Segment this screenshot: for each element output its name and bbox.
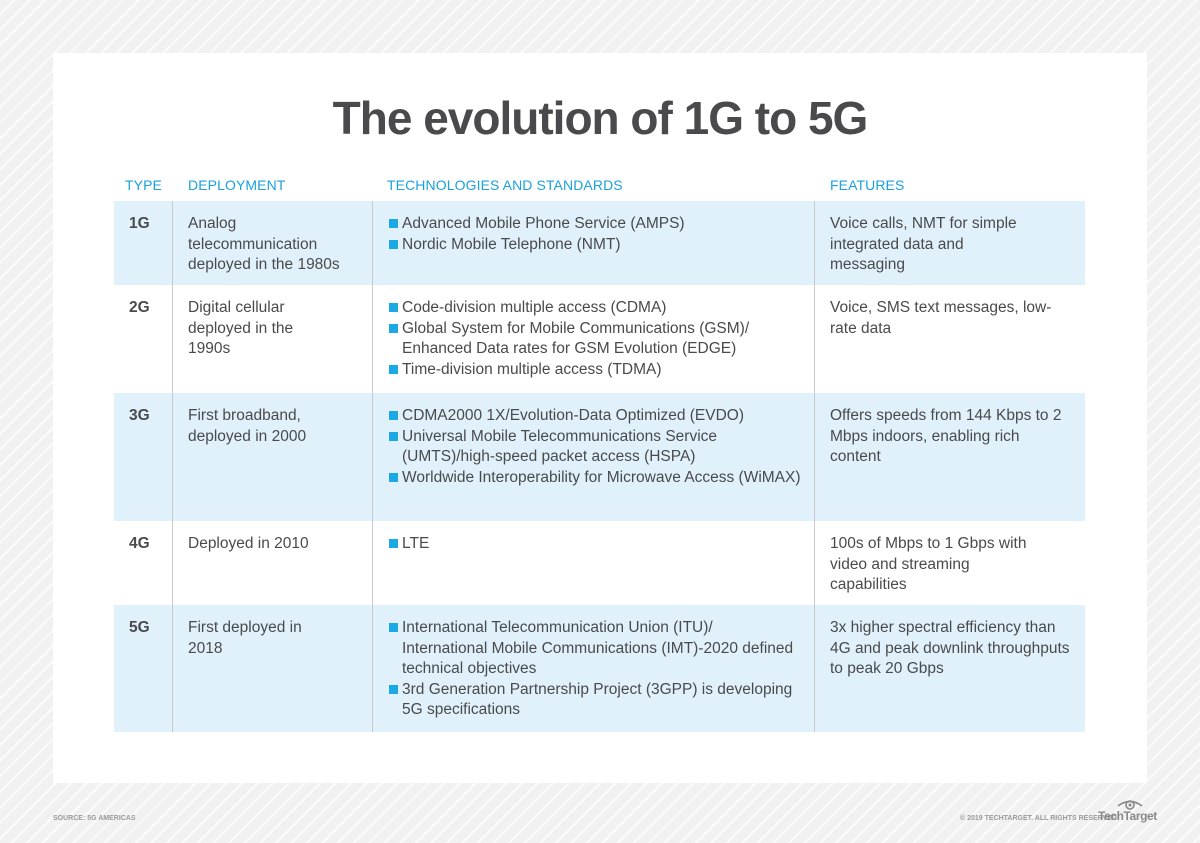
- row-deployment: Digital cellular deployed in the 1990s: [188, 299, 294, 357]
- technology-item: Nordic Mobile Telephone (NMT): [387, 235, 817, 256]
- column-divider: [814, 605, 815, 732]
- row-technologies: International Telecommunication Union (I…: [387, 618, 797, 721]
- bullet-square-icon: [389, 431, 398, 441]
- header-features: FEATURES: [830, 177, 905, 193]
- table-row-5g: 5G First deployed in 2018 International …: [114, 605, 1085, 732]
- row-deployment: First deployed in 2018: [188, 619, 302, 657]
- technology-item: Code-division multiple access (CDMA): [387, 298, 807, 319]
- row-technologies: CDMA2000 1X/Evolution-Data Optimized (EV…: [387, 406, 802, 488]
- bullet-square-icon: [389, 219, 398, 228]
- row-technologies: LTE: [387, 534, 817, 555]
- technology-item: LTE: [387, 534, 817, 555]
- column-divider: [814, 393, 815, 521]
- header-technologies: TECHNOLOGIES AND STANDARDS: [387, 177, 623, 193]
- bullet-square-icon: [389, 684, 398, 694]
- table-row-1g: 1G Analog telecommunication deployed in …: [114, 201, 1085, 285]
- technology-item: Universal Mobile Telecommunications Serv…: [387, 427, 802, 468]
- table-header: TYPE DEPLOYMENT TECHNOLOGIES AND STANDAR…: [114, 171, 1085, 201]
- technology-item: Global System for Mobile Communications …: [387, 319, 807, 360]
- technology-item: 3rd Generation Partnership Project (3GPP…: [387, 680, 797, 721]
- bullet-square-icon: [389, 411, 398, 420]
- column-divider: [372, 201, 373, 285]
- column-divider: [172, 605, 173, 732]
- technology-item: Time-division multiple access (TDMA): [387, 360, 807, 381]
- technology-item: Advanced Mobile Phone Service (AMPS): [387, 214, 817, 235]
- evolution-table: TYPE DEPLOYMENT TECHNOLOGIES AND STANDAR…: [114, 171, 1085, 732]
- infographic-card: The evolution of 1G to 5G TYPE DEPLOYMEN…: [53, 53, 1147, 783]
- column-divider: [814, 285, 815, 393]
- page-title: The evolution of 1G to 5G: [332, 92, 869, 144]
- technology-item: CDMA2000 1X/Evolution-Data Optimized (EV…: [387, 406, 802, 427]
- column-divider: [372, 285, 373, 393]
- column-divider: [172, 201, 173, 285]
- techtarget-logo: TechTarget: [1098, 797, 1157, 825]
- table-row-2g: 2G Digital cellular deployed in the 1990…: [114, 285, 1085, 393]
- row-features: Voice calls, NMT for simple integrated d…: [830, 215, 1017, 273]
- row-features: 3x higher spectral efficiency than 4G an…: [830, 619, 1070, 677]
- row-deployment: First broadband, deployed in 2000: [188, 407, 307, 445]
- column-divider: [172, 285, 173, 393]
- table-row-3g: 3G First broadband, deployed in 2000 CDM…: [114, 393, 1085, 521]
- row-features: Offers speeds from 144 Kbps to 2 Mbps in…: [830, 407, 1062, 465]
- row-type: 5G: [129, 619, 150, 636]
- bullet-square-icon: [389, 472, 398, 482]
- row-technologies: Advanced Mobile Phone Service (AMPS) Nor…: [387, 214, 817, 255]
- row-type: 1G: [129, 215, 150, 232]
- logo-text: TechTarget: [1098, 809, 1157, 823]
- source-note: SOURCE: 5G AMERICAS: [53, 815, 136, 822]
- row-technologies: Code-division multiple access (CDMA) Glo…: [387, 298, 807, 380]
- row-deployment: Analog telecommunication deployed in the…: [188, 215, 340, 273]
- row-type: 3G: [129, 407, 150, 424]
- row-features: Voice, SMS text messages, low-rate data: [830, 299, 1052, 337]
- column-divider: [372, 605, 373, 732]
- bullet-square-icon: [389, 623, 398, 632]
- copyright-note: © 2019 TECHTARGET. ALL RIGHTS RESERVED: [960, 815, 1117, 822]
- technology-item: Worldwide Interoperability for Microwave…: [387, 468, 802, 489]
- technology-item: International Telecommunication Union (I…: [387, 618, 797, 680]
- row-type: 4G: [129, 535, 150, 552]
- column-divider: [814, 521, 815, 605]
- bullet-square-icon: [389, 303, 398, 312]
- header-type: TYPE: [125, 177, 162, 193]
- table-row-4g: 4G Deployed in 2010 LTE 100s of Mbps to …: [114, 521, 1085, 605]
- column-divider: [172, 393, 173, 521]
- column-divider: [372, 393, 373, 521]
- row-deployment: Deployed in 2010: [188, 535, 309, 552]
- bullet-square-icon: [389, 323, 398, 333]
- row-type: 2G: [129, 299, 150, 316]
- column-divider: [814, 201, 815, 285]
- row-features: 100s of Mbps to 1 Gbps with video and st…: [830, 535, 1027, 593]
- bullet-square-icon: [389, 364, 398, 374]
- eye-icon: [1117, 800, 1143, 810]
- header-deployment: DEPLOYMENT: [188, 177, 286, 193]
- column-divider: [172, 521, 173, 605]
- column-divider: [372, 521, 373, 605]
- bullet-square-icon: [389, 539, 398, 548]
- bullet-square-icon: [389, 239, 398, 249]
